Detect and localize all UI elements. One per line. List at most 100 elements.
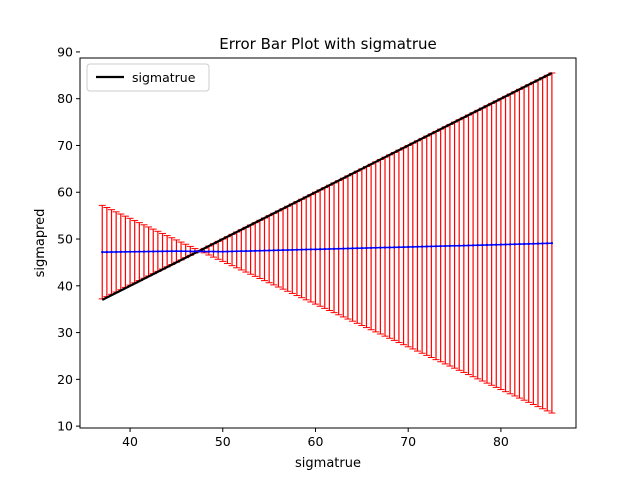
chart-title: Error Bar Plot with sigmatrue: [219, 35, 436, 53]
y-tick-label: 30: [57, 325, 73, 340]
y-tick-label: 10: [57, 419, 73, 434]
y-tick-label: 20: [57, 372, 73, 387]
prediction-point: [328, 247, 331, 251]
prediction-point: [203, 250, 206, 253]
prediction-point: [193, 250, 197, 253]
y-tick-label: 70: [57, 138, 73, 153]
prediction-point: [425, 245, 428, 248]
prediction-point: [490, 243, 493, 247]
x-axis-label: sigmatrue: [295, 456, 361, 471]
prediction-point: [402, 245, 405, 249]
prediction-point: [147, 250, 150, 253]
prediction-point: [133, 250, 136, 253]
y-axis-label: sigmapred: [33, 209, 48, 278]
prediction-point: [508, 243, 512, 246]
prediction-point: [314, 248, 317, 251]
prediction-point: [249, 249, 252, 253]
legend-box: [86, 63, 210, 92]
prediction-point: [258, 249, 262, 252]
prediction-point: [170, 250, 173, 253]
series-line-sigmatrue: [101, 71, 553, 301]
prediction-point: [365, 246, 368, 250]
prediction-point: [457, 244, 461, 247]
y-tick-label: 50: [57, 232, 73, 247]
prediction-point: [379, 246, 382, 249]
prediction-point: [244, 249, 248, 253]
prediction-point: [105, 250, 109, 254]
prediction-point: [152, 250, 155, 253]
prediction-point: [221, 250, 224, 253]
prediction-point: [272, 249, 275, 252]
prediction-point: [532, 242, 535, 245]
prediction-point: [263, 249, 266, 252]
prediction-point: [207, 250, 211, 253]
prediction-point: [337, 247, 340, 250]
prediction-point: [416, 245, 419, 248]
prediction-point: [513, 243, 517, 246]
prediction-point: [369, 246, 373, 250]
prediction-point: [439, 244, 442, 248]
legend: sigmatrue: [86, 63, 210, 92]
prediction-point: [175, 249, 178, 253]
plot-frame: [79, 57, 577, 429]
prediction-point: [110, 250, 113, 254]
prediction-point: [235, 250, 238, 253]
x-tick-label: 70: [400, 434, 416, 449]
prediction-point: [504, 243, 507, 246]
prediction-point: [165, 250, 169, 253]
prediction-point: [295, 248, 299, 251]
prediction-point: [485, 243, 489, 247]
prediction-point: [471, 244, 475, 247]
prediction-point: [212, 250, 215, 253]
prediction-point: [546, 242, 549, 245]
y-tick-label: 60: [57, 185, 73, 200]
prediction-point: [406, 245, 410, 249]
prediction-point: [499, 243, 503, 246]
prediction-point: [356, 247, 359, 250]
prediction-point: [179, 250, 183, 253]
prediction-point: [305, 248, 308, 251]
prediction-point: [430, 245, 433, 248]
prediction-point: [346, 247, 350, 250]
prediction-point: [527, 242, 530, 246]
prediction-point: [453, 244, 456, 248]
prediction-point: [374, 246, 377, 249]
prediction-point: [481, 243, 484, 247]
prediction-point: [383, 246, 387, 249]
prediction-point: [342, 247, 345, 250]
prediction-point: [189, 250, 192, 253]
prediction-point: [216, 250, 220, 253]
prediction-point: [309, 248, 313, 251]
y-tick-label: 40: [57, 278, 73, 293]
prediction-point: [351, 247, 354, 250]
prediction-point: [536, 242, 540, 245]
y-tick-label: 90: [57, 44, 73, 59]
prediction-point: [184, 250, 187, 253]
prediction-point: [522, 242, 526, 246]
prediction-point: [128, 250, 132, 253]
prediction-point: [286, 248, 289, 252]
prediction-point: [119, 250, 122, 254]
prediction-point: [550, 242, 554, 245]
prediction-point: [240, 249, 243, 253]
prediction-point: [495, 243, 498, 246]
prediction-point: [138, 250, 141, 253]
prediction-point: [388, 246, 391, 249]
prediction-point: [393, 246, 396, 249]
prediction-point: [467, 244, 470, 247]
prediction-point: [332, 247, 336, 251]
y-tick-label: 80: [57, 91, 73, 106]
prediction-point: [434, 245, 438, 248]
prediction-point: [291, 248, 294, 252]
prediction-point: [476, 244, 479, 247]
prediction-point: [198, 250, 201, 253]
axis-ticks: 40 50 60 70 80 10 20 30 40 50 60 70 80 90: [57, 44, 509, 449]
prediction-point: [281, 248, 285, 252]
prediction-point: [420, 245, 424, 248]
x-tick-label: 80: [493, 434, 509, 449]
prediction-point: [411, 245, 415, 249]
prediction-point: [226, 250, 229, 253]
prediction-point: [156, 250, 160, 253]
x-tick-label: 40: [122, 434, 138, 449]
